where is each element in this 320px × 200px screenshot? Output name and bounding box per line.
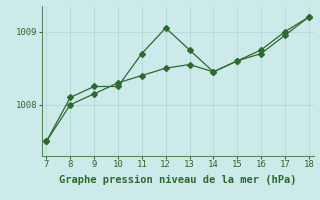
X-axis label: Graphe pression niveau de la mer (hPa): Graphe pression niveau de la mer (hPa) xyxy=(59,175,296,185)
